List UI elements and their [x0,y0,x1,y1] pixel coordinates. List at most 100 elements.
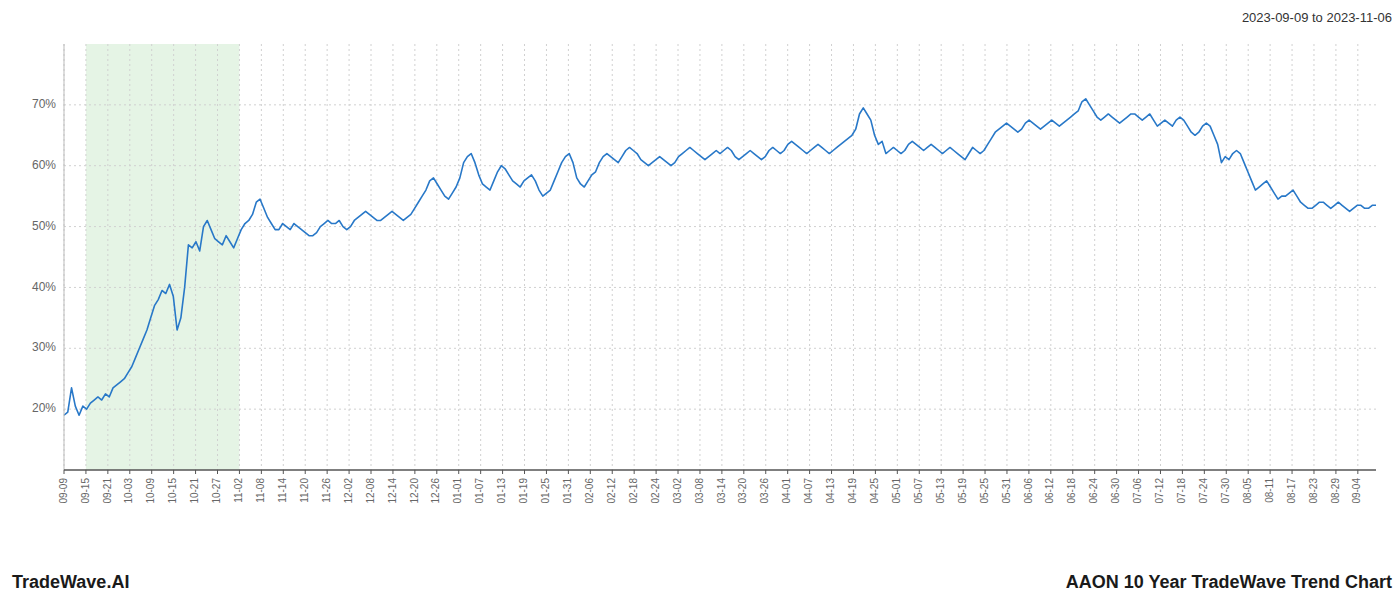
x-tick-label: 08-23 [1308,478,1319,504]
x-tick-label: 01-31 [562,478,573,504]
x-tick [568,470,569,474]
x-tick [1270,470,1271,474]
x-tick [678,470,679,474]
x-tick [85,470,86,474]
grid-line [173,44,174,470]
x-tick [64,470,65,474]
x-tick [327,470,328,474]
grid-line [64,104,1376,105]
x-tick [853,470,854,474]
x-tick-label: 07-06 [1132,478,1143,504]
grid-line [64,226,1376,227]
grid-line [458,44,459,470]
x-tick-label: 05-31 [1001,478,1012,504]
x-tick [897,470,898,474]
x-tick-label: 04-01 [781,478,792,504]
grid-line [502,44,503,470]
x-tick-label: 11-20 [299,478,310,503]
y-tick-label: 70% [32,97,56,111]
x-tick-label: 02-18 [628,478,639,504]
x-tick [1182,470,1183,474]
x-tick-label: 08-29 [1330,478,1341,504]
x-tick-label: 11-08 [255,478,266,503]
background [0,0,1400,600]
x-tick-label: 02-24 [650,478,661,504]
grid-line [64,287,1376,288]
x-tick-label: 05-13 [935,478,946,504]
grid [64,44,1376,470]
grid-line [612,44,613,470]
x-tick [414,470,415,474]
x-tick-label: 05-25 [979,478,990,504]
grid-line [1072,44,1073,470]
x-tick-label: 11-14 [277,478,288,503]
x-tick [502,470,503,474]
x-tick-label: 06-30 [1110,478,1121,504]
grid-line [524,44,525,470]
x-tick [1116,470,1117,474]
x-tick [217,470,218,474]
x-tick-label: 01-01 [452,478,463,504]
grid-line [1160,44,1161,470]
grid-line [678,44,679,470]
y-tick-label: 20% [32,401,56,415]
grid-line [1204,44,1205,470]
grid-line [656,44,657,470]
grid-line [1028,44,1029,470]
x-tick-label: 03-26 [759,478,770,504]
x-tick-label: 01-19 [518,478,529,504]
x-tick [1335,470,1336,474]
grid-line [217,44,218,470]
x-tick-label: 05-01 [891,478,902,504]
grid-line [1006,44,1007,470]
grid-line [634,44,635,470]
x-tick [634,470,635,474]
x-tick [173,470,174,474]
x-tick-label: 05-19 [957,478,968,504]
grid-line [371,44,372,470]
data-line [64,99,1376,415]
x-tick-label: 05-07 [913,478,924,504]
x-tick [699,470,700,474]
x-tick-label: 10-21 [189,478,200,504]
grid-line [1248,44,1249,470]
x-tick-label: 08-11 [1264,478,1275,503]
x-tick [1313,470,1314,474]
y-axis-line [64,44,65,470]
x-tick-label: 01-25 [540,478,551,504]
grid-line [765,44,766,470]
x-tick [875,470,876,474]
grid-line [261,44,262,470]
x-tick-label: 04-07 [803,478,814,504]
grid-line [941,44,942,470]
grid-line [1357,44,1358,470]
x-tick-label: 07-24 [1198,478,1209,504]
x-tick [436,470,437,474]
x-tick [1160,470,1161,474]
subtitle: 2023-09-09 to 2023-11-06 [1242,10,1392,25]
x-tick-label: 02-06 [584,478,595,504]
x-tick-label: 09-04 [1351,478,1362,504]
x-tick-label: 08-05 [1242,478,1253,504]
grid-line [414,44,415,470]
annotation: TradeWave.AI [12,572,129,592]
x-tick-label: 07-12 [1154,478,1165,504]
x-tick [1072,470,1073,474]
x-tick [787,470,788,474]
x-tick [392,470,393,474]
grid-line [239,44,240,470]
x-tick [1248,470,1249,474]
x-tick-label: 02-12 [606,478,617,504]
x-tick [261,470,262,474]
x-tick-label: 06-24 [1088,478,1099,504]
grid-line [1116,44,1117,470]
x-tick-label: 06-18 [1066,478,1077,504]
grid-line [107,44,108,470]
x-tick [985,470,986,474]
x-tick [1028,470,1029,474]
x-tick [612,470,613,474]
x-tick-label: 11-02 [233,478,244,503]
x-tick-label: 12-20 [409,478,420,504]
grid-line [1313,44,1314,470]
grid-line [875,44,876,470]
